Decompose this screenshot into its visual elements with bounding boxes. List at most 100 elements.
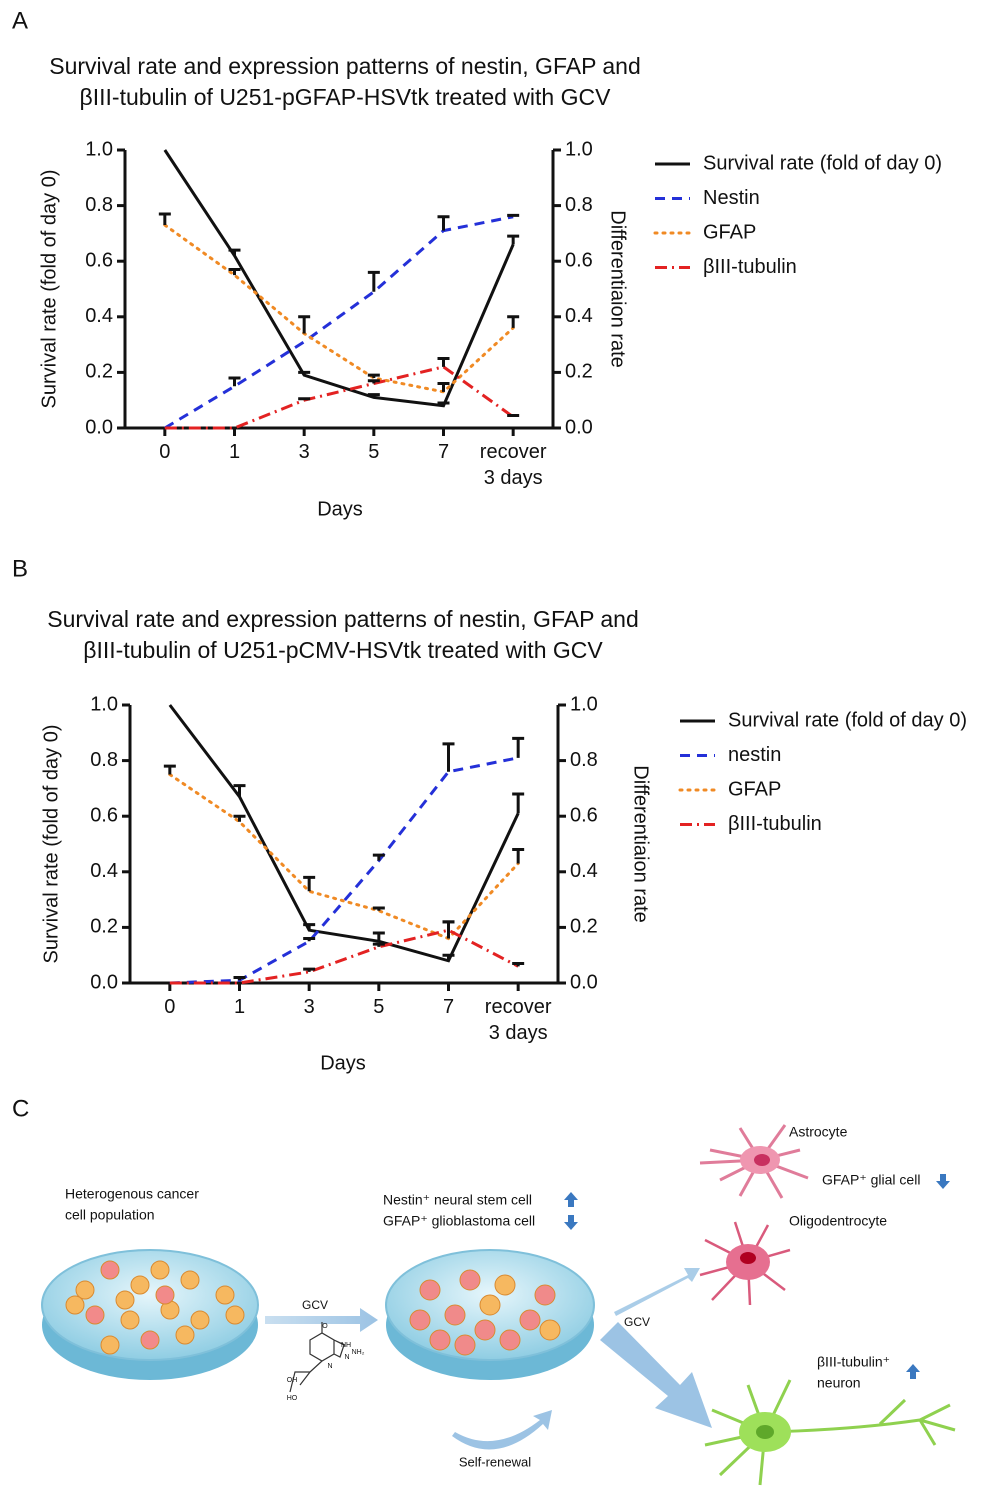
y-axis-label: Survival rate (fold of day 0) xyxy=(40,725,62,964)
x-tick-label-box: 7 xyxy=(438,441,449,463)
x-tick-label-box: 5 xyxy=(368,441,380,463)
nucleus xyxy=(754,1154,770,1166)
cell xyxy=(150,1260,170,1280)
astrocyte-cell xyxy=(699,1124,809,1199)
error-bar xyxy=(233,975,246,981)
error-bar xyxy=(442,742,455,772)
y2-tick-label: 1.0 xyxy=(570,693,598,715)
error-bar xyxy=(367,393,380,398)
y-tick-label: 0.4 xyxy=(85,305,113,327)
cell xyxy=(479,1294,501,1316)
y2-tick-label: 0.6 xyxy=(565,249,593,271)
cell xyxy=(459,1269,481,1291)
diagram-label: NH xyxy=(341,1342,351,1349)
cell xyxy=(519,1309,541,1331)
x-tick-label-box: 0 xyxy=(159,441,170,463)
y-tick-label: 1.0 xyxy=(90,693,118,715)
error-bar xyxy=(437,401,450,406)
error-bar xyxy=(512,848,525,864)
y-tick-label: 0.0 xyxy=(85,416,113,438)
y2-axis-label: Differentiaion rate xyxy=(607,210,629,368)
y-tick-label: 0.6 xyxy=(85,249,113,271)
nucleus xyxy=(756,1425,774,1439)
error-bar xyxy=(228,248,241,256)
arrow xyxy=(265,1308,378,1332)
diagram-label: cell population xyxy=(65,1207,155,1223)
x-tick-label: 3 xyxy=(303,996,315,1018)
legend-label: Survival rate (fold of day 0) xyxy=(703,152,942,174)
cell xyxy=(419,1279,441,1301)
cell xyxy=(180,1270,200,1290)
error-bar xyxy=(372,942,385,947)
diagram-label: HO xyxy=(287,1395,298,1402)
legend-label: βIII-tubulin xyxy=(728,813,822,835)
error-bar xyxy=(507,315,520,328)
error-bar xyxy=(303,923,316,931)
diagram-label: GCV xyxy=(302,1298,328,1312)
x-tick-label-box: 1 xyxy=(229,441,240,463)
oligodendrocyte-cell xyxy=(699,1221,791,1306)
error-bar xyxy=(367,270,380,292)
x-axis-label: Days xyxy=(317,498,363,520)
y2-tick-label: 1.0 xyxy=(565,138,593,160)
cell xyxy=(474,1319,496,1341)
arrow xyxy=(614,1268,700,1316)
neuron-cell xyxy=(704,1379,956,1486)
y2-tick-label: 0.2 xyxy=(565,361,593,383)
error-bar xyxy=(163,764,176,775)
y2-tick-label: 0.0 xyxy=(565,416,593,438)
y2-tick-label: 0.2 xyxy=(570,916,598,938)
error-bar xyxy=(303,875,316,892)
diagram-label: OH xyxy=(287,1377,298,1384)
x-tick-label: 1 xyxy=(233,996,246,1018)
y-tick-label: 0.2 xyxy=(85,361,113,383)
cell xyxy=(494,1274,516,1296)
y-tick-label: 0.4 xyxy=(90,860,118,882)
cell xyxy=(120,1310,140,1330)
legend-label: Nestin xyxy=(703,187,760,209)
error-bar xyxy=(228,376,241,387)
x-tick-label: recover 3 days xyxy=(479,441,547,489)
up-arrow xyxy=(906,1364,920,1379)
cell xyxy=(225,1305,245,1325)
y-axis-label: Survival rate (fold of day 0) xyxy=(38,170,60,409)
y-tick-label: 0.8 xyxy=(90,749,118,771)
cell xyxy=(409,1309,431,1331)
x-tick-label-box: 1 xyxy=(233,996,246,1018)
error-bar xyxy=(442,953,455,961)
x-tick-label-box: 7 xyxy=(442,996,455,1018)
chart-title: Survival rate and expression patterns of… xyxy=(47,606,639,632)
cell xyxy=(534,1284,556,1306)
up-arrow xyxy=(564,1192,578,1207)
legend-label: GFAP xyxy=(703,221,756,243)
diagram-label: N xyxy=(344,1354,349,1361)
error-bar xyxy=(298,315,311,334)
series-line xyxy=(168,704,520,963)
error-bar xyxy=(158,212,171,226)
error-bar xyxy=(233,814,246,822)
chart-title: βIII-tubulin of U251-pCMV-HSVtk treated … xyxy=(83,637,603,663)
cell xyxy=(215,1285,235,1305)
cell xyxy=(175,1325,195,1345)
diagram-label: βIII-tubulin⁺ xyxy=(817,1354,890,1370)
panel-label: C xyxy=(12,1095,29,1122)
cell xyxy=(155,1285,175,1305)
x-axis-label: Days xyxy=(320,1052,366,1074)
error-bar xyxy=(372,906,385,911)
cell xyxy=(444,1304,466,1326)
error-bar xyxy=(512,962,525,967)
molecule xyxy=(289,1322,346,1393)
x-tick-label: 7 xyxy=(442,996,455,1018)
chart-title: βIII-tubulin of U251-pGFAP-HSVtk treated… xyxy=(80,84,612,110)
error-bar xyxy=(437,215,450,231)
cell xyxy=(115,1290,135,1310)
series-line xyxy=(168,773,520,941)
x-tick-label-box: 0 xyxy=(164,996,175,1018)
y-tick-label: 0.0 xyxy=(90,971,118,993)
x-tick-label: 5 xyxy=(368,441,380,463)
dish xyxy=(41,1249,259,1361)
diagram-label: Self-renewal xyxy=(459,1454,531,1469)
series-line xyxy=(163,149,515,408)
y2-tick-label: 0.4 xyxy=(565,305,593,327)
